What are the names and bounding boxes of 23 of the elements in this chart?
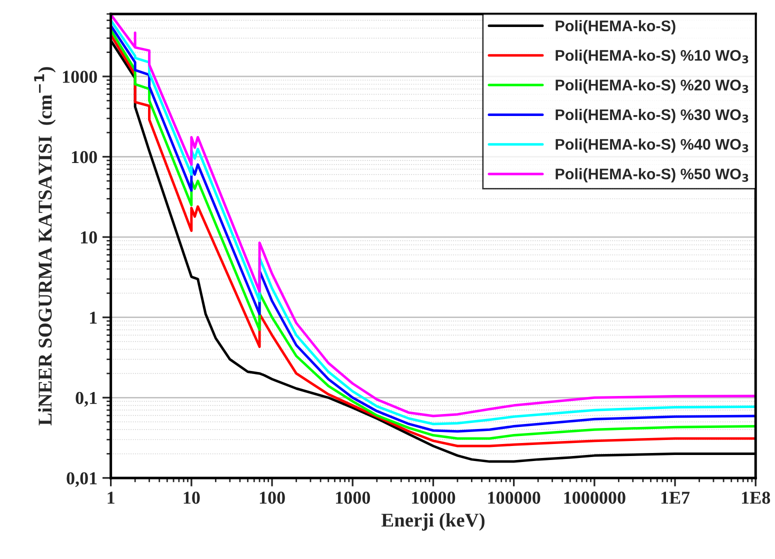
legend-label: Poli(HEMA-ko-S) %10 WO$_{3}$ (556, 50, 748, 64)
legend-label: Poli(HEMA-ko-S) %30 WO$_{3}$ (556, 108, 748, 124)
x-tick-label: 10 (184, 492, 200, 504)
y-tick-label: 0,01 (66, 472, 97, 488)
y-tick-label: 10 (81, 231, 97, 244)
y-tick-label: 0,1 (76, 392, 97, 407)
x-tick-label: 100 (260, 492, 285, 504)
x-tick-label: 1 (108, 492, 114, 504)
x-tick-label: 1000 (336, 492, 370, 504)
legend-label: Poli(HEMA-ko-S) %50 WO$_{3}$ (556, 168, 748, 182)
x-tick-label: 1000000 (564, 492, 626, 504)
y-tick-label: 100 (72, 151, 97, 164)
x-tick-label: 1E7 (661, 492, 690, 504)
y-tick-label: 1 (90, 312, 97, 324)
legend-label: Poli(HEMA-ko-S) (556, 20, 676, 34)
legend-label: Poli(HEMA-ko-S) %20 WO$_{3}$ (556, 79, 748, 94)
legend-label: Poli(HEMA-ko-S) %40 WO$_{3}$ (556, 138, 748, 153)
x-tick-label: 1E8 (742, 492, 770, 504)
x-tick-label: 10000 (412, 492, 456, 504)
x-axis-title: Enerji (keV) (381, 513, 484, 531)
y-tick-label: 1000 (62, 70, 97, 83)
x-tick-label: 100000 (488, 492, 540, 504)
y-axis-title: LiNEER SOGURMA KATSAYISI (cm$^{−1}$) (34, 67, 56, 426)
